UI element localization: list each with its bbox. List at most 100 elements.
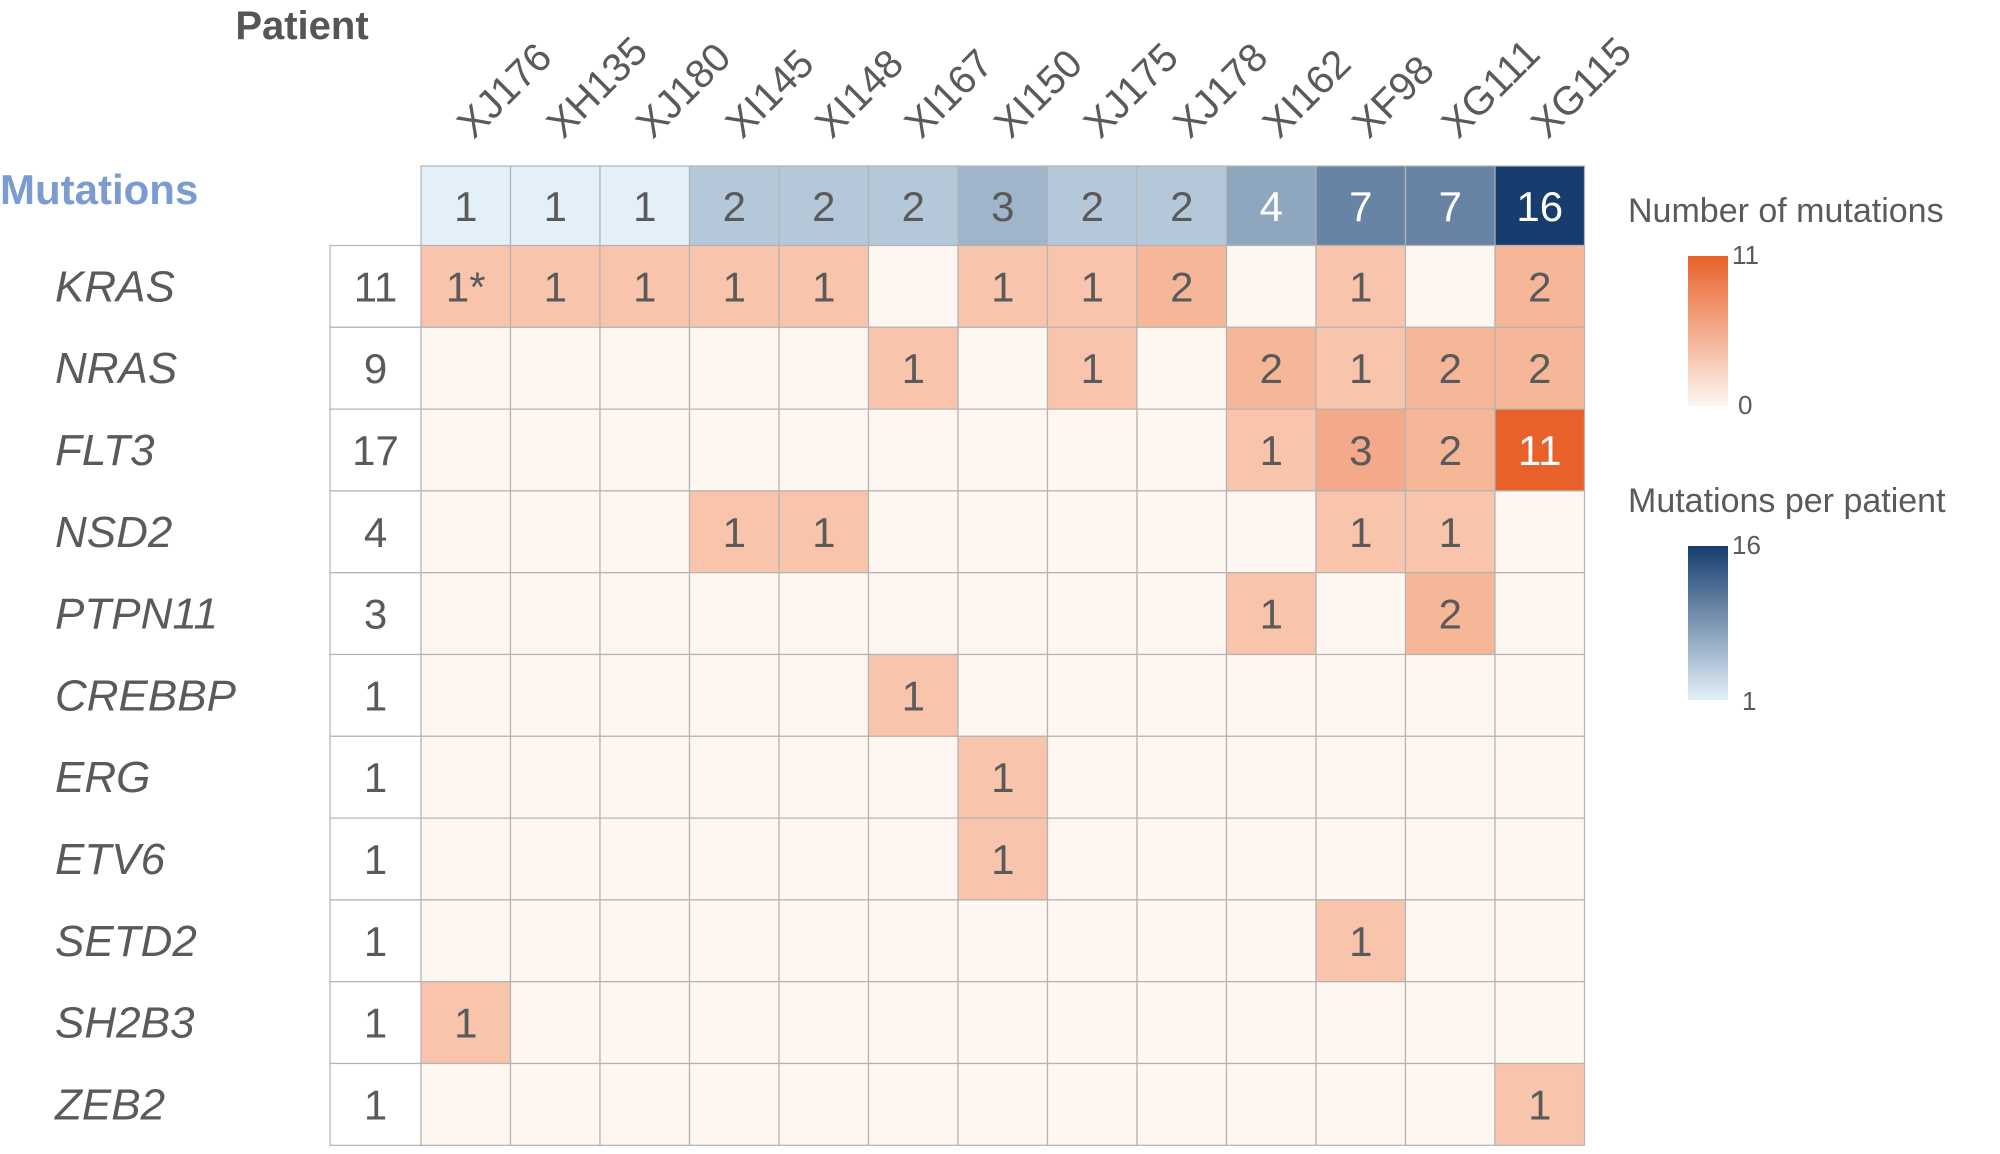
gene-total-label: 17 [352,427,399,474]
heatmap-cell-label: 1 [991,754,1014,801]
heatmap-cell [1046,1062,1138,1146]
heatmap-cell [1315,981,1407,1065]
heatmap-cell [509,326,601,410]
heatmap-cell [957,326,1049,410]
heatmap-cell [1315,653,1407,737]
patient-count-label: 2 [902,183,925,230]
heatmap-cell-label: 1 [454,1000,477,1047]
patient-count-label: 4 [1260,183,1283,230]
patient-count-label: 1 [633,183,656,230]
heatmap-cell [1494,572,1586,656]
heatmap-cell [599,1062,691,1146]
heatmap-cell [509,981,601,1065]
heatmap-cell [1494,1062,1586,1146]
heatmap-cell [420,899,512,983]
patient-count-cell [1136,165,1228,247]
gene-label: PTPN11 [55,590,218,639]
patient-label: XJ178 [1165,35,1276,146]
gene-total-label: 1 [364,1000,387,1047]
heatmap-cell [1404,1062,1496,1146]
patient-count-label: 3 [991,183,1014,230]
heatmap-cell [688,408,780,492]
heatmap-cell [778,653,870,737]
heatmap-cell-label: 1 [991,263,1014,310]
heatmap-cell [1046,244,1138,328]
heatmap-cell [1046,326,1138,410]
heatmap-cell-label: 2 [1528,345,1551,392]
patient-header: Patient [235,4,368,48]
heatmap-cell [1494,817,1586,901]
gene-total-cell [329,899,422,983]
legend-count-title: Number of mutations [1628,192,1944,230]
patient-count-label: 1 [454,183,477,230]
gene-total-cell [329,326,422,410]
heatmap-cell [1494,735,1586,819]
patient-count-cell [420,165,512,247]
heatmap-cell [957,899,1049,983]
heatmap-cell [778,817,870,901]
gene-total-label: 9 [364,345,387,392]
heatmap-cell [420,817,512,901]
legend-patient-max-label: 16 [1732,530,1761,560]
heatmap-cell [1225,735,1317,819]
gene-total-cell [329,735,422,819]
heatmap-cell [957,653,1049,737]
heatmap-cell [778,326,870,410]
patient-label: XG115 [1523,29,1640,146]
heatmap-cell [1494,408,1586,492]
heatmap-cell-label: 1 [812,263,835,310]
patient-count-cell [1225,165,1317,247]
heatmap-cell [1225,408,1317,492]
heatmap-cell-label: 1 [544,263,567,310]
heatmap-cell [599,572,691,656]
heatmap-cell [778,244,870,328]
heatmap-cell [1494,326,1586,410]
heatmap-cell [688,899,780,983]
heatmap-cell [1315,899,1407,983]
heatmap-cell [1046,981,1138,1065]
heatmap-cell [1136,817,1228,901]
patient-count-label: 16 [1516,183,1563,230]
gene-label: SETD2 [55,917,197,966]
heatmap-cell [957,244,1049,328]
patient-label: XG111 [1434,31,1549,146]
heatmap-cell-label: 1 [1349,345,1372,392]
legend-patient-colorbar [1688,546,1728,700]
heatmap-cell [1136,490,1228,574]
patient-label: XH135 [539,29,657,147]
patient-count-label: 7 [1349,183,1372,230]
heatmap-cell [688,735,780,819]
patient-count-label: 7 [1439,183,1462,230]
heatmap-cell-label: 2 [1439,345,1462,392]
heatmap-cell [1136,408,1228,492]
gene-label: KRAS [55,262,175,311]
heatmap-cell [1404,653,1496,737]
patient-count-cell [599,165,691,247]
heatmap-cell [1225,490,1317,574]
heatmap-cell [1404,899,1496,983]
patient-count-label: 2 [1081,183,1104,230]
heatmap-cell [1136,981,1228,1065]
heatmap-cell [1136,326,1228,410]
heatmap-cell [1046,817,1138,901]
gene-label: CREBBP [55,671,237,720]
gene-label: NRAS [55,344,177,393]
heatmap-cell-label: 1 [723,509,746,556]
gene-total-label: 1 [364,836,387,883]
patient-count-cell [1404,165,1496,247]
gene-total-cell [329,1062,422,1146]
heatmap-cell-label: 1 [991,836,1014,883]
heatmap-cell [867,408,959,492]
gene-label: FLT3 [55,426,155,475]
gene-label: NSD2 [55,508,172,557]
heatmap-cell [1404,735,1496,819]
heatmap-cell [599,653,691,737]
heatmap-cell [1136,1062,1228,1146]
patient-label: XI145 [718,41,823,146]
heatmap-cell [509,490,601,574]
heatmap-cell-label: 2 [1528,263,1551,310]
legend-count-min-label: 0 [1738,390,1752,420]
heatmap-cell [1046,653,1138,737]
heatmap-cell [688,572,780,656]
heatmap-cell-label: 2 [1260,345,1283,392]
